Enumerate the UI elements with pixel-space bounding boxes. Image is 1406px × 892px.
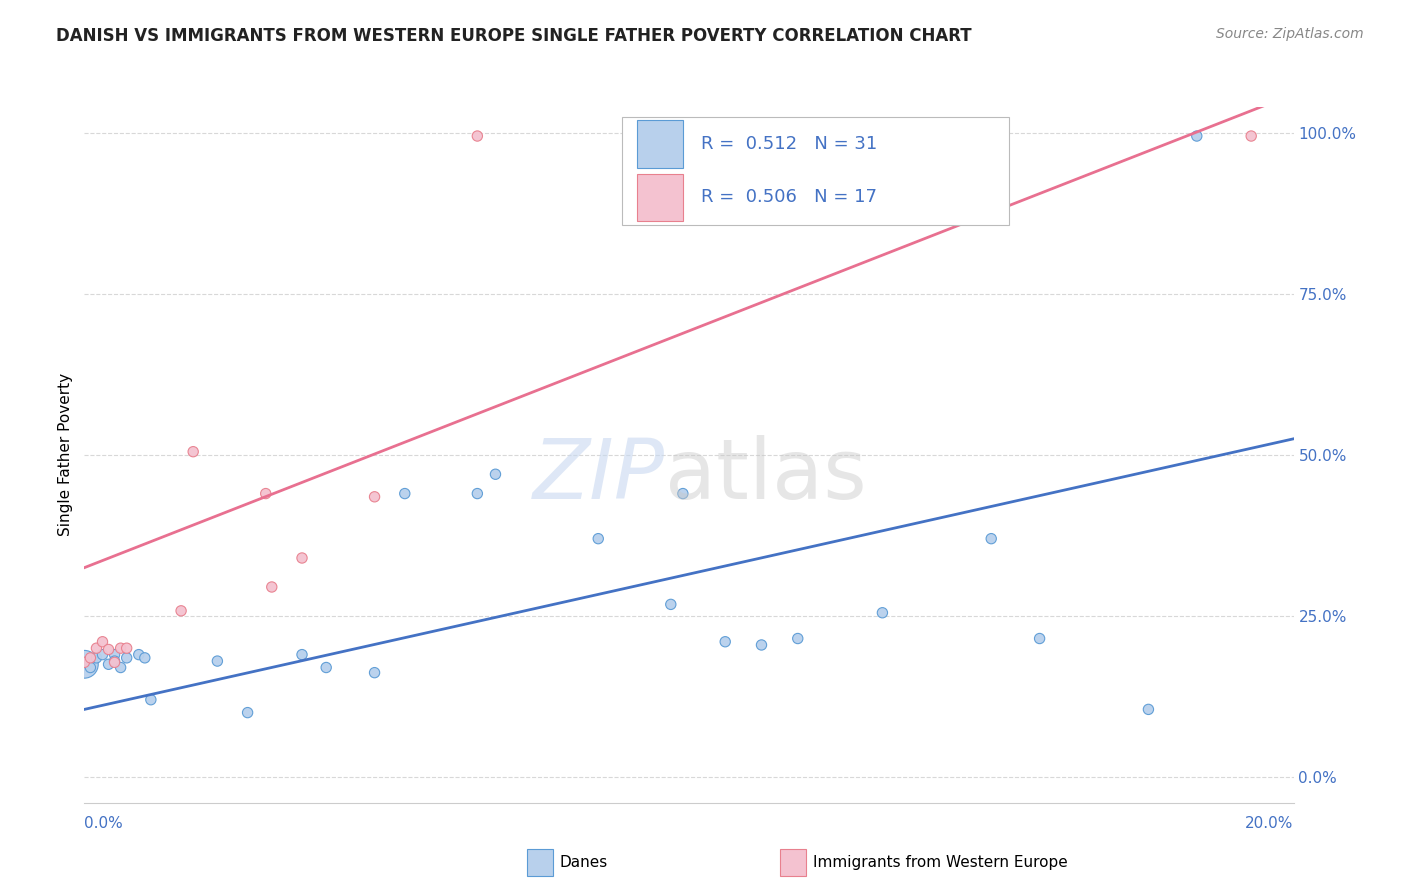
Point: [139, 692, 162, 706]
Point: [115, 651, 138, 665]
Point: [1185, 128, 1208, 143]
Point: [110, 641, 132, 656]
Point: [73, 657, 96, 672]
Point: [79, 651, 101, 665]
Point: [659, 598, 682, 612]
Point: [751, 638, 773, 652]
Text: Immigrants from Western Europe: Immigrants from Western Europe: [813, 855, 1067, 870]
Text: R =  0.512   N = 31: R = 0.512 N = 31: [702, 135, 877, 153]
Point: [363, 665, 385, 680]
Point: [91, 648, 114, 662]
Text: ZIP: ZIP: [533, 435, 665, 516]
Point: [1028, 632, 1050, 646]
Point: [128, 648, 150, 662]
Point: [315, 660, 337, 674]
Point: [134, 651, 156, 665]
Point: [97, 657, 120, 672]
Point: [73, 656, 96, 670]
Point: [86, 651, 108, 665]
FancyBboxPatch shape: [623, 118, 1010, 226]
Point: [110, 660, 132, 674]
Point: [484, 467, 506, 482]
Point: [97, 642, 120, 657]
Point: [79, 660, 101, 674]
Text: R =  0.506   N = 17: R = 0.506 N = 17: [702, 188, 877, 206]
Y-axis label: Single Father Poverty: Single Father Poverty: [58, 374, 73, 536]
Point: [91, 634, 114, 648]
Point: [291, 648, 314, 662]
Point: [363, 490, 385, 504]
Point: [207, 654, 229, 668]
Point: [672, 486, 695, 500]
Point: [115, 641, 138, 656]
Text: 0.0%: 0.0%: [84, 816, 124, 831]
Point: [467, 486, 489, 500]
Point: [714, 634, 737, 648]
Text: 20.0%: 20.0%: [1246, 816, 1294, 831]
Point: [181, 444, 204, 458]
Point: [236, 706, 259, 720]
Point: [86, 641, 108, 656]
Point: [254, 486, 277, 500]
Point: [260, 580, 283, 594]
Point: [291, 551, 314, 566]
Text: Danes: Danes: [560, 855, 607, 870]
FancyBboxPatch shape: [637, 120, 683, 168]
Point: [170, 604, 193, 618]
Point: [980, 532, 1002, 546]
Point: [872, 606, 894, 620]
Point: [1240, 128, 1263, 143]
Point: [786, 632, 808, 646]
Point: [104, 648, 127, 662]
Text: Source: ZipAtlas.com: Source: ZipAtlas.com: [1216, 27, 1364, 41]
Point: [104, 656, 127, 670]
Text: atlas: atlas: [665, 435, 866, 516]
Point: [980, 128, 1002, 143]
Point: [467, 128, 489, 143]
Point: [1137, 702, 1160, 716]
Point: [394, 486, 416, 500]
Point: [588, 532, 610, 546]
Text: DANISH VS IMMIGRANTS FROM WESTERN EUROPE SINGLE FATHER POVERTY CORRELATION CHART: DANISH VS IMMIGRANTS FROM WESTERN EUROPE…: [56, 27, 972, 45]
Point: [104, 654, 127, 668]
FancyBboxPatch shape: [637, 174, 683, 221]
